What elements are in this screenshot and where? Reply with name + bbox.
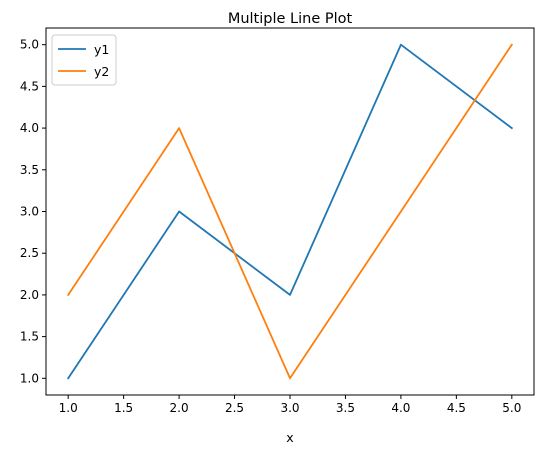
chart-title: Multiple Line Plot: [228, 11, 353, 27]
x-tick-label: 2.5: [225, 401, 244, 415]
plot-area-frame: [45, 27, 535, 396]
x-tick-label: 4.0: [391, 401, 410, 415]
x-tick-label: 1.0: [59, 401, 78, 415]
legend-label-y2: y2: [94, 64, 109, 79]
series-line-y2: [66, 43, 514, 380]
legend: y1 y2: [51, 34, 117, 86]
legend-label-y1: y1: [94, 42, 109, 57]
y-tick-label: 2.0: [20, 288, 39, 302]
x-tick-label: 5.0: [502, 401, 521, 415]
y-tick-label: 2.5: [20, 246, 39, 260]
y-tick-label: 3.0: [20, 205, 39, 219]
y-tick-label: 4.0: [20, 121, 39, 135]
axis-ticks: 1.0 1.5 2.0 2.5 3.0 3.5 4.0 4.5 5.0 1.0 1.5 2.0 2.5 3…: [20, 38, 521, 415]
y-tick-label: 1.5: [20, 330, 39, 344]
series-line-y1: [66, 43, 514, 380]
x-tick-label: 2.0: [170, 401, 189, 415]
series-lines: [66, 43, 514, 380]
x-tick-label: 4.5: [447, 401, 466, 415]
x-tick-label: 3.0: [280, 401, 299, 415]
y-tick-label: 4.5: [20, 79, 39, 93]
x-tick-label: 1.5: [114, 401, 133, 415]
y-tick-label: 3.5: [20, 163, 39, 177]
x-axis-label: x: [286, 430, 293, 445]
legend-frame: [51, 34, 117, 86]
x-tick-label: 3.5: [336, 401, 355, 415]
y-tick-label: 1.0: [20, 371, 39, 385]
y-tick-label: 5.0: [20, 38, 39, 52]
